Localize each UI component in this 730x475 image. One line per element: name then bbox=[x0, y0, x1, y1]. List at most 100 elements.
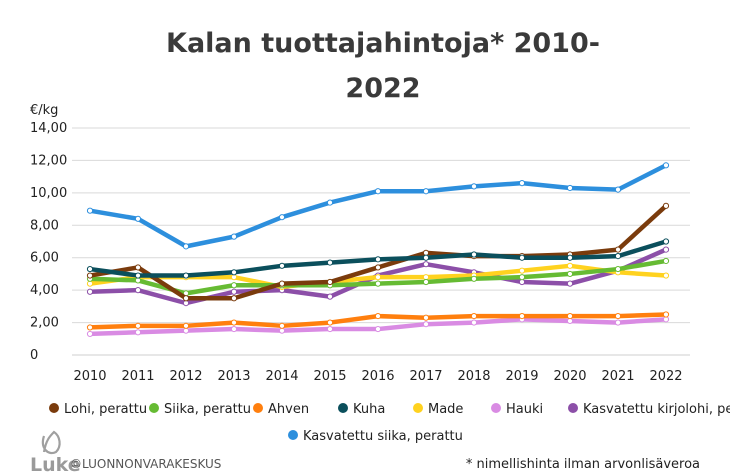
data-point bbox=[662, 202, 670, 209]
data-point bbox=[374, 280, 382, 287]
data-point bbox=[662, 246, 670, 253]
data-point bbox=[278, 322, 286, 329]
data-point bbox=[230, 288, 238, 295]
legend-swatch bbox=[149, 403, 159, 413]
data-point bbox=[518, 312, 526, 320]
data-point bbox=[326, 199, 334, 206]
legend-label: Lohi, perattu bbox=[64, 402, 147, 417]
y-tick-label: 14,00 bbox=[30, 121, 67, 136]
chart-title-line-1: Kalan tuottajahintoja* 2010- bbox=[166, 28, 600, 59]
data-point bbox=[662, 162, 670, 169]
y-axis-unit-label: €/kg bbox=[30, 103, 58, 118]
leaf-icon bbox=[41, 430, 61, 455]
series-2 bbox=[86, 311, 670, 331]
data-point bbox=[230, 233, 238, 240]
data-point bbox=[614, 252, 622, 260]
data-point bbox=[614, 312, 622, 320]
series-0 bbox=[86, 202, 670, 302]
footnote: * nimellishinta ilman arvonlisäveroa bbox=[466, 457, 700, 472]
data-point bbox=[374, 264, 382, 271]
data-point bbox=[134, 264, 142, 271]
data-point bbox=[470, 183, 478, 190]
y-tick-label: 8,00 bbox=[30, 218, 59, 233]
data-point bbox=[374, 325, 382, 333]
chart-title-line-2: 2022 bbox=[345, 73, 420, 104]
legend-item: Lohi, perattu bbox=[49, 402, 147, 417]
data-point bbox=[374, 188, 382, 195]
legend-item: Siika, perattu bbox=[149, 402, 251, 417]
x-tick-label: 2021 bbox=[601, 369, 634, 384]
data-point bbox=[230, 325, 238, 333]
data-point bbox=[134, 287, 142, 294]
data-point bbox=[518, 254, 526, 261]
y-axis-ticks: 0 2,00 4,00 6,00 8,00 10,00 12,00 14,00 bbox=[30, 121, 67, 363]
x-tick-label: 2019 bbox=[505, 369, 538, 384]
data-point bbox=[422, 188, 430, 195]
series-lines bbox=[86, 162, 670, 338]
y-tick-label: 10,00 bbox=[30, 186, 67, 201]
data-point bbox=[134, 272, 142, 279]
x-tick-label: 2018 bbox=[457, 369, 490, 384]
series-line bbox=[87, 163, 669, 249]
data-point bbox=[326, 325, 334, 333]
data-point bbox=[86, 330, 94, 338]
copyright: ©LUONNONVARAKESKUS bbox=[70, 457, 221, 471]
data-point bbox=[614, 319, 622, 326]
legend-label: Siika, perattu bbox=[164, 402, 251, 417]
legend-swatch bbox=[49, 403, 59, 413]
data-point bbox=[566, 270, 574, 278]
data-point bbox=[86, 265, 94, 273]
data-point bbox=[86, 324, 94, 331]
legend-label: Kasvatettu kirjolohi, perattu bbox=[583, 402, 730, 417]
data-point bbox=[662, 311, 670, 318]
legend-item: Kasvatettu siika, perattu bbox=[288, 429, 463, 444]
data-point bbox=[470, 275, 478, 282]
legend-swatch bbox=[568, 403, 578, 413]
data-point bbox=[422, 321, 430, 328]
legend-label: Kasvatettu siika, perattu bbox=[303, 429, 463, 444]
data-point bbox=[230, 319, 238, 326]
data-point bbox=[422, 278, 430, 286]
data-point bbox=[518, 267, 526, 274]
legend-swatch bbox=[491, 403, 501, 413]
legend: Lohi, perattu Siika, perattu Ahven Kuha Made… bbox=[49, 402, 730, 444]
y-tick-label: 4,00 bbox=[30, 283, 59, 298]
data-point bbox=[326, 278, 334, 286]
data-point bbox=[566, 184, 574, 192]
data-point bbox=[230, 269, 238, 276]
logo-text: Luke bbox=[30, 454, 81, 475]
data-point bbox=[422, 261, 430, 268]
legend-swatch bbox=[288, 430, 298, 440]
data-point bbox=[422, 254, 430, 261]
x-tick-label: 2014 bbox=[265, 369, 298, 384]
data-point bbox=[86, 207, 94, 214]
data-point bbox=[182, 295, 190, 302]
legend-label: Ahven bbox=[268, 402, 309, 417]
x-axis-ticks: 2010 2011 2012 2013 2014 2015 2016 2017 2018 2019… bbox=[73, 369, 682, 384]
data-point bbox=[614, 186, 622, 193]
data-point bbox=[662, 238, 670, 245]
series-5 bbox=[86, 316, 670, 338]
series-7 bbox=[86, 162, 670, 250]
legend-label: Kuha bbox=[353, 402, 385, 417]
data-point bbox=[662, 272, 670, 279]
x-tick-label: 2016 bbox=[361, 369, 394, 384]
data-point bbox=[374, 256, 382, 263]
luke-logo: Luke bbox=[30, 430, 81, 475]
data-point bbox=[326, 293, 334, 300]
data-point bbox=[374, 274, 382, 281]
data-point bbox=[326, 259, 334, 266]
x-tick-label: 2010 bbox=[73, 369, 106, 384]
legend-item: Made bbox=[413, 402, 463, 417]
data-point bbox=[182, 272, 190, 279]
data-point bbox=[470, 251, 478, 258]
x-tick-label: 2020 bbox=[553, 369, 586, 384]
x-tick-label: 2017 bbox=[409, 369, 442, 384]
legend-label: Hauki bbox=[506, 402, 543, 417]
legend-item: Hauki bbox=[491, 402, 543, 417]
data-point bbox=[134, 322, 142, 329]
data-point bbox=[422, 314, 430, 321]
data-point bbox=[614, 265, 622, 273]
data-point bbox=[374, 312, 382, 320]
